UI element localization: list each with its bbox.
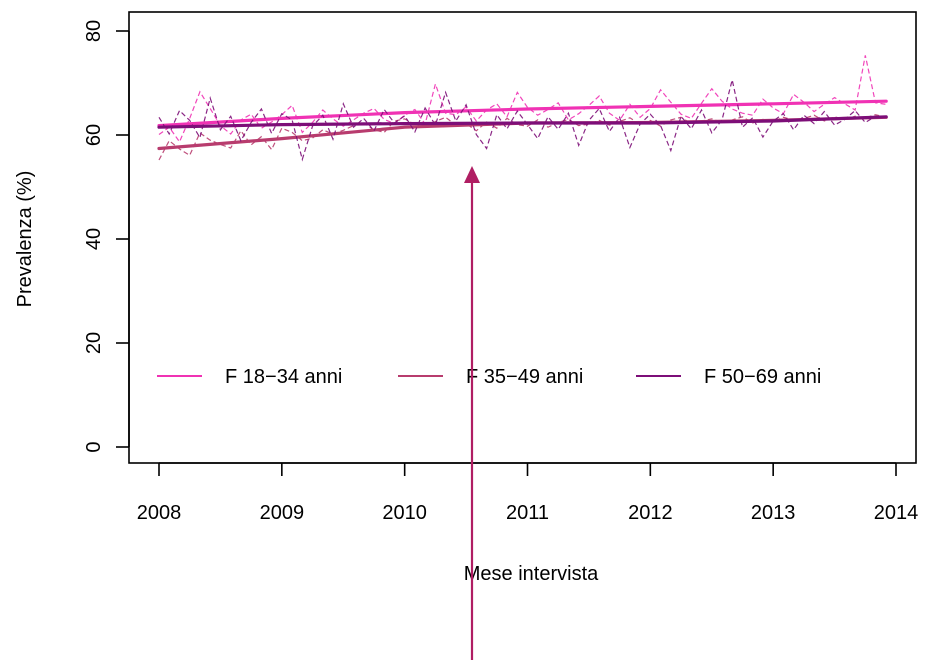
legend-label-2: F 50−69 anni [704,366,821,388]
plot-frame [128,11,917,464]
x-tick-label-2: 2010 [382,502,427,524]
x-axis: 2008 2009 2010 2011 2012 2013 2014 [137,462,919,524]
x-tick-label-4: 2012 [628,502,673,524]
series-monthly-0 [158,55,886,144]
legend-label-0: F 18−34 anni [225,366,342,388]
y-tick-label-2: 40 [83,228,105,250]
x-tick-label-1: 2009 [260,502,305,524]
series-layer [157,55,888,162]
y-tick-label-0: 0 [83,441,105,452]
y-axis-title: Prevalenza (%) [14,171,36,308]
annotation-arrow [464,166,480,660]
y-tick-label-4: 80 [83,20,105,42]
series-trend-0 [157,99,888,128]
y-tick-label-3: 60 [83,124,105,146]
x-axis-title: Mese intervista [464,563,599,585]
series-monthly-2 [158,79,886,162]
legend: F 18−34 anni F 35−49 anni F 50−69 anni [157,366,821,388]
x-tick-label-3: 2011 [506,502,549,524]
x-tick-label-6: 2014 [874,502,919,524]
y-tick-label-1: 20 [83,332,105,354]
annotation-arrow-head [464,166,480,183]
y-axis: 0 20 40 60 80 [83,20,130,453]
x-tick-label-5: 2013 [751,502,796,524]
series-trend-2 [157,115,888,129]
legend-label-1: F 35−49 anni [466,366,583,388]
x-tick-label-0: 2008 [137,502,182,524]
